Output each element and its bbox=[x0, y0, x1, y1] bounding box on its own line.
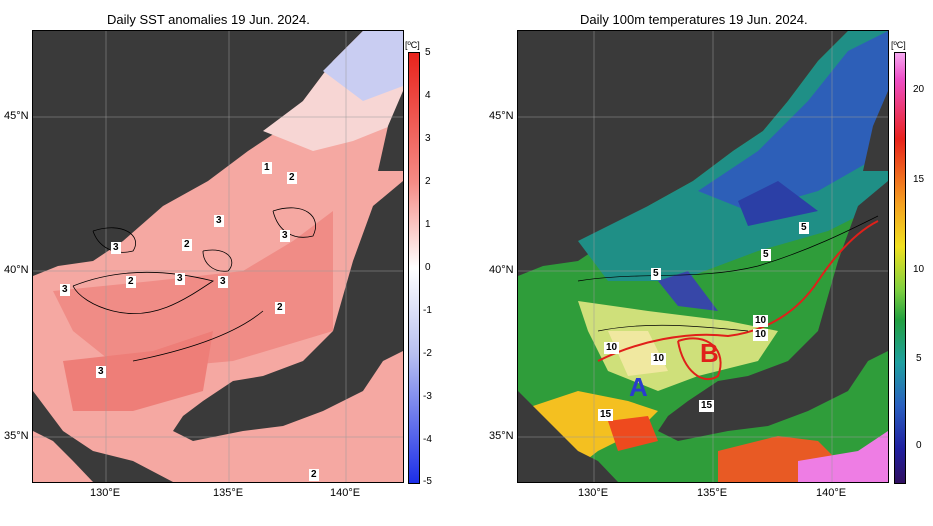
sst-anomaly-map: 1 2 3 3 3 2 3 3 2 3 3 3 2 3 2 bbox=[32, 30, 404, 483]
left-colorbar-tick: 4 bbox=[425, 90, 431, 101]
contour-label: 2 bbox=[275, 302, 285, 314]
left-colorbar-tick: 5 bbox=[425, 47, 431, 58]
contour-label: 2 bbox=[126, 276, 136, 288]
left-lon-label: 135°E bbox=[213, 487, 244, 499]
marker-b: B bbox=[700, 338, 719, 368]
contour-label: 3 bbox=[214, 215, 224, 227]
left-lat-label: 45°N bbox=[4, 110, 29, 122]
contour-label: 5 bbox=[651, 268, 661, 280]
right-colorbar-tick: 20 bbox=[913, 84, 925, 95]
contour-label: 3 bbox=[111, 242, 121, 254]
contour-label: 2 bbox=[309, 469, 319, 481]
marker-a: A bbox=[629, 372, 648, 402]
left-colorbar-tick: -5 bbox=[423, 476, 432, 487]
left-colorbar-tick: 2 bbox=[425, 176, 431, 187]
left-colorbar-tick: -4 bbox=[423, 434, 432, 445]
right-lon-label: 135°E bbox=[697, 487, 728, 499]
contour-label: 3 bbox=[218, 276, 228, 288]
right-colorbar-tick: 5 bbox=[916, 353, 922, 364]
left-lon-label: 130°E bbox=[90, 487, 121, 499]
right-colorbar-unit: [ºC] bbox=[891, 40, 906, 50]
contour-label: 3 bbox=[175, 273, 185, 285]
right-lat-label: 45°N bbox=[489, 110, 514, 122]
right-colorbar-tick: 15 bbox=[913, 174, 925, 185]
left-lat-label: 40°N bbox=[4, 264, 29, 276]
left-colorbar-tick: -1 bbox=[423, 305, 432, 316]
left-map-title: Daily SST anomalies 19 Jun. 2024. bbox=[107, 12, 310, 27]
left-colorbar-tick: 0 bbox=[425, 262, 431, 273]
contour-label: 10 bbox=[604, 342, 620, 354]
right-lon-label: 130°E bbox=[578, 487, 609, 499]
contour-label: 3 bbox=[280, 230, 290, 242]
right-lat-label: 35°N bbox=[489, 430, 514, 442]
contour-label: 10 bbox=[753, 315, 769, 327]
contour-label: 1 bbox=[262, 162, 272, 174]
right-colorbar-tick: 0 bbox=[916, 440, 922, 451]
temperature-colorbar bbox=[894, 52, 906, 484]
left-colorbar-unit: [ºC] bbox=[405, 40, 420, 50]
left-colorbar-tick: -2 bbox=[423, 348, 432, 359]
contour-label: 3 bbox=[60, 284, 70, 296]
left-colorbar-tick: 1 bbox=[425, 219, 431, 230]
anomaly-colorbar bbox=[408, 52, 420, 484]
left-lat-label: 35°N bbox=[4, 430, 29, 442]
contour-label: 2 bbox=[182, 239, 192, 251]
contour-label: 10 bbox=[651, 353, 667, 365]
right-colorbar-tick: 10 bbox=[913, 264, 925, 275]
contour-label: 5 bbox=[799, 222, 809, 234]
right-map-title: Daily 100m temperatures 19 Jun. 2024. bbox=[580, 12, 808, 27]
left-lon-label: 140°E bbox=[330, 487, 361, 499]
left-colorbar-tick: 3 bbox=[425, 133, 431, 144]
left-colorbar-tick: -3 bbox=[423, 391, 432, 402]
contour-label: 15 bbox=[699, 400, 715, 412]
contour-label: 2 bbox=[287, 172, 297, 184]
contour-label: 15 bbox=[598, 409, 614, 421]
contour-label: 3 bbox=[96, 366, 106, 378]
right-lon-label: 140°E bbox=[816, 487, 847, 499]
right-lat-label: 40°N bbox=[489, 264, 514, 276]
contour-label: 5 bbox=[761, 249, 771, 261]
contour-label: 10 bbox=[753, 329, 769, 341]
temp-100m-map: 5 5 5 10 10 10 10 15 15 A B bbox=[517, 30, 889, 483]
